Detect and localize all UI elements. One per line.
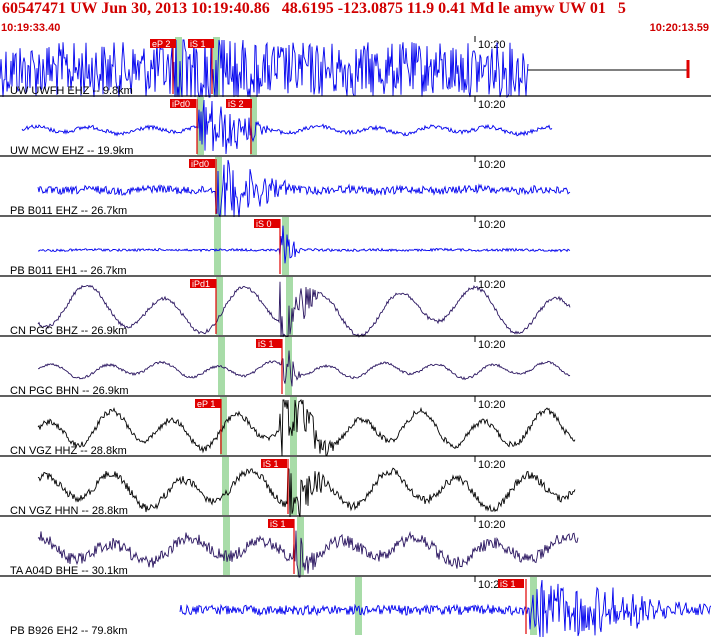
pick-label: iS 0 [256, 219, 272, 229]
pick-flag[interactable] [150, 39, 176, 48]
station-label: PB B926 EH2 -- 79.8km [10, 625, 127, 637]
pick-flag[interactable] [256, 339, 282, 348]
station-label: CN VGZ HHZ -- 28.8km [10, 445, 127, 457]
arrival-band [216, 277, 223, 335]
time-tick-label: 10:20 [478, 99, 506, 111]
trace-row[interactable]: 10:20 iPd0 PB B011 EHZ -- 26.7km [0, 155, 711, 218]
waveform [179, 579, 711, 638]
waveform [37, 159, 571, 218]
pick-flag[interactable] [261, 459, 287, 468]
time-tick-label: 10:20 [478, 279, 506, 291]
station-label: TA A04D BHE -- 30.1km [10, 565, 128, 577]
waveform [0, 39, 529, 98]
pick-flag[interactable] [190, 279, 216, 288]
arrival-band [214, 217, 221, 275]
pick-flag[interactable] [189, 159, 215, 168]
arrival-band [220, 397, 227, 455]
pick-label: iS 1 [500, 579, 516, 589]
time-tick-label: 10:20 [478, 219, 506, 231]
time-tick-label: 10:20 [478, 399, 506, 411]
seismogram-panel[interactable]: 10:20 eP 2 iS 1 UW UWFH EHZ -- 9.8km 10:20 iP… [0, 36, 711, 638]
station-label: PB B011 EH1 -- 26.7km [10, 265, 127, 277]
trace-row[interactable]: 10:20 iS 1 CN VGZ HHN -- 28.8km [0, 455, 711, 518]
arrival-band [286, 277, 293, 335]
pick-label: iS 1 [263, 459, 279, 469]
station-label: UW MCW EHZ -- 19.9km [10, 145, 133, 157]
station-label: PB B011 EHZ -- 26.7km [10, 205, 127, 217]
waveform [38, 350, 571, 387]
time-end: 10:20:13.59 [649, 22, 709, 34]
waveform [21, 99, 553, 155]
trace-row[interactable]: 10:20 iS 0 PB B011 EH1 -- 26.7km [0, 215, 711, 277]
time-start: 10:19:33.40 [1, 22, 61, 34]
trace-row[interactable]: 10:20 eP 2 iS 1 UW UWFH EHZ -- 9.8km [0, 36, 690, 98]
station-label: CN PGC BHZ -- 26.9km [10, 325, 127, 337]
event-title: 60547471 UW Jun 30, 2013 10:19:40.86 48.… [2, 0, 626, 17]
time-tick-label: 10:20 [478, 159, 506, 171]
arrival-band [290, 457, 297, 515]
pick-flag[interactable] [254, 219, 280, 228]
arrival-band [250, 97, 257, 155]
time-tick-label: 10:20 [478, 459, 506, 471]
arrival-band [222, 457, 229, 515]
waveform [37, 530, 579, 578]
time-tick-label: 10:20 [478, 339, 506, 351]
pick-label: iS 1 [190, 39, 206, 49]
pick-label: iS 1 [270, 519, 286, 529]
pick-label: iS 1 [258, 339, 274, 349]
station-label: CN VGZ HHN -- 28.8km [10, 505, 128, 517]
pick-flag[interactable] [188, 39, 214, 48]
time-tick-label: 10:20 [478, 519, 506, 531]
arrival-band [282, 217, 289, 275]
pick-label: iS 2 [228, 99, 244, 109]
time-tick-label: 10:20 [478, 39, 506, 51]
pick-label: eP 1 [197, 399, 215, 409]
station-label: UW UWFH EHZ -- 9.8km [10, 85, 133, 97]
waveform [37, 399, 576, 457]
event-header: 60547471 UW Jun 30, 2013 10:19:40.86 48.… [0, 0, 711, 36]
pick-label: iPd0 [172, 99, 190, 109]
pick-flag[interactable] [498, 579, 524, 588]
trace-row[interactable]: 10:20 iS 1 CN PGC BHN -- 26.9km [0, 335, 711, 397]
trace-row[interactable]: 10:20 iPd1 CN PGC BHZ -- 26.9km [0, 275, 711, 338]
waveform [37, 225, 571, 264]
trace-row[interactable]: 10:20 eP 1 CN VGZ HHZ -- 28.8km [0, 395, 711, 457]
station-label: CN PGC BHN -- 26.9km [10, 385, 129, 397]
pick-label: iPd1 [192, 279, 210, 289]
waveform [37, 467, 576, 518]
trace-row[interactable]: 10:20 iPd0 iS 2 UW MCW EHZ -- 19.9km [0, 95, 711, 157]
pick-label: eP 2 [152, 39, 170, 49]
arrival-band [355, 577, 362, 635]
arrival-band [223, 517, 230, 575]
waveform [37, 281, 571, 338]
trace-row[interactable]: 10:20 iS 1 TA A04D BHE -- 30.1km [0, 515, 711, 578]
pick-flag[interactable] [195, 399, 221, 408]
pick-label: iPd0 [191, 159, 209, 169]
arrival-band [175, 37, 182, 95]
pick-flag[interactable] [170, 99, 196, 108]
pick-flag[interactable] [268, 519, 294, 528]
pick-flag[interactable] [226, 99, 252, 108]
